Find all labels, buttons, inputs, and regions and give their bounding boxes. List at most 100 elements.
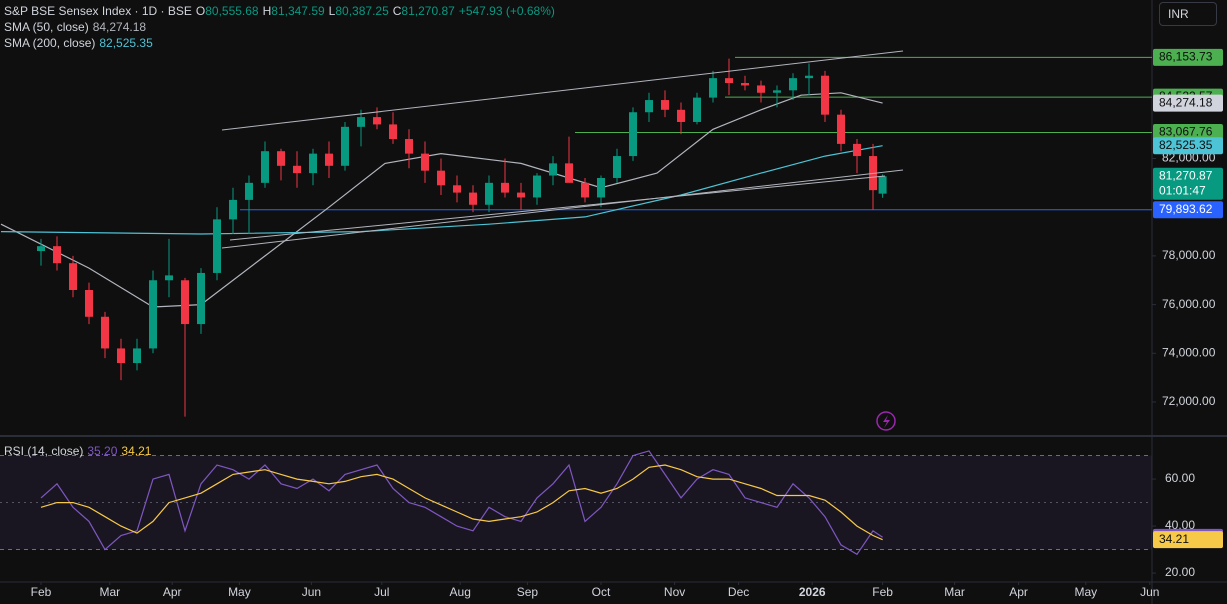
y-tick-label: 74,000.00 — [1162, 345, 1216, 359]
x-tick-label: Nov — [664, 585, 685, 599]
currency-button[interactable]: INR — [1159, 2, 1217, 26]
candle-body — [277, 151, 285, 166]
candle-body — [421, 153, 429, 171]
candle-body — [581, 182, 589, 198]
ohlc-key: L — [328, 4, 336, 18]
candle-body — [229, 199, 237, 220]
alert-icon-ring[interactable] — [876, 411, 896, 431]
candle-body — [773, 90, 781, 93]
candle-body — [293, 165, 301, 174]
price-tag — [1153, 123, 1223, 141]
indicator-value: 82,525.35 — [99, 36, 153, 50]
candle-body — [533, 175, 541, 198]
rsi-legend: RSI (14, close) 35.20 34.21 — [4, 443, 155, 459]
rsi-line — [40, 450, 883, 556]
candle-body — [373, 117, 381, 125]
candle-body — [725, 78, 733, 84]
ohlc-value: 81,347.59 — [271, 4, 325, 18]
candle-body — [117, 348, 125, 364]
indicator-name: SMA (50, close) — [4, 20, 89, 34]
y-tick-label: 40.00 — [1165, 518, 1195, 532]
price-tag — [1153, 137, 1223, 155]
x-tick-label: Jun — [1140, 585, 1159, 599]
x-tick-label: 2026 — [799, 585, 826, 599]
y-tick-label: 78,000.00 — [1162, 248, 1216, 262]
indicator-value: 35.20 — [87, 444, 118, 458]
candle-body — [213, 219, 221, 273]
candle-body — [309, 153, 317, 174]
candle-body — [37, 246, 45, 252]
price-legend: S&P BSE Sensex Index · 1D · BSE O80,555.6… — [4, 3, 559, 51]
x-tick-label: Sep — [517, 585, 539, 599]
candle-body — [741, 83, 749, 86]
x-tick-label: May — [1074, 585, 1097, 599]
candle-body — [597, 177, 605, 198]
candle-body — [69, 263, 77, 290]
candle-body — [101, 316, 109, 349]
indicator-name: RSI (14, close) — [4, 444, 84, 458]
price-tag-label: 79,893.62 — [1159, 202, 1213, 216]
candle-body — [565, 163, 573, 183]
trendline — [221, 50, 904, 131]
x-tick-label: Mar — [99, 585, 120, 599]
candle-body — [501, 182, 509, 193]
price-tag-label: 82,525.35 — [1159, 138, 1213, 152]
candle-body — [165, 275, 173, 281]
price-tag-label: 34.21 — [1159, 532, 1189, 546]
x-tick-label: Feb — [31, 585, 52, 599]
x-tick-label: Mar — [944, 585, 965, 599]
candle-body — [261, 151, 269, 183]
price-tag — [1153, 48, 1223, 66]
indicator-value: 34.21 — [121, 444, 152, 458]
candle-body — [693, 97, 701, 122]
candle-body — [197, 272, 205, 325]
ohlc-value: 80,555.68 — [205, 4, 259, 18]
candle-body — [661, 100, 669, 110]
ohlc-key: O — [195, 4, 206, 18]
candle-body — [469, 192, 477, 205]
y-tick-label: 76,000.00 — [1162, 297, 1216, 311]
x-tick-label: Feb — [872, 585, 893, 599]
price-tag-label: 84,274.18 — [1159, 95, 1213, 109]
candle-body — [485, 182, 493, 205]
x-tick-label: Dec — [728, 585, 749, 599]
x-tick-label: Apr — [163, 585, 182, 599]
trendline — [221, 169, 904, 249]
x-tick-label: May — [228, 585, 251, 599]
alert-icon[interactable] — [876, 411, 896, 431]
y-tick-label: 60.00 — [1165, 471, 1195, 485]
candle-body — [53, 246, 61, 264]
trendline — [229, 175, 886, 241]
x-tick-label: Oct — [592, 585, 611, 599]
candle-body — [517, 192, 525, 198]
ohlc-key: H — [262, 4, 272, 18]
symbol-title: S&P BSE Sensex Index · 1D · BSE — [4, 4, 192, 18]
candle-body — [677, 109, 685, 122]
candle-body — [821, 75, 829, 115]
candle-body — [437, 170, 445, 186]
candle-body — [805, 75, 813, 79]
candle-body — [645, 100, 653, 113]
candle-body — [709, 78, 717, 98]
candle-body — [85, 289, 93, 317]
candle-body — [389, 124, 397, 140]
x-tick-label: Jun — [302, 585, 321, 599]
x-tick-label: Jul — [374, 585, 389, 599]
candle-body — [325, 153, 333, 166]
candle-body — [613, 156, 621, 178]
price-tag-label: 81,270.87 — [1159, 168, 1213, 182]
candle-body — [853, 143, 861, 157]
candle-body — [789, 78, 797, 91]
price-tag — [1153, 531, 1223, 549]
candle-body — [837, 114, 845, 144]
candle-body — [245, 182, 253, 200]
ohlc-value: 80,387.25 — [335, 4, 389, 18]
candle-body — [405, 139, 413, 154]
change: +547.93 (+0.68%) — [458, 4, 555, 18]
candle-body — [878, 176, 887, 194]
alert-icon-bolt[interactable] — [883, 415, 890, 428]
x-tick-label: Aug — [450, 585, 471, 599]
candle-body — [453, 185, 461, 193]
ohlc-value: 81,270.87 — [401, 4, 455, 18]
